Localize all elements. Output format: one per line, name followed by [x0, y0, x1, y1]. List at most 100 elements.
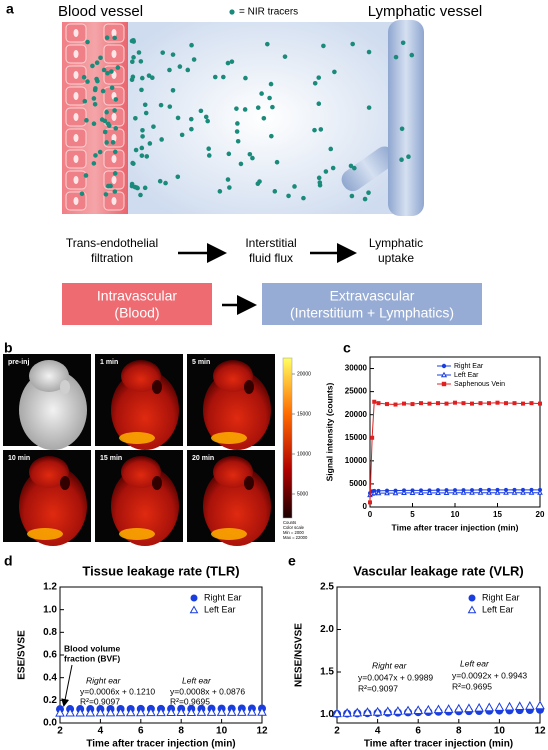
x-tick-label: 2: [334, 726, 340, 737]
vessel-label: Lymphatic vessel: [368, 3, 483, 20]
marker: [236, 707, 247, 716]
tracer: [133, 147, 139, 153]
tracer: [158, 102, 164, 108]
tracer: [261, 115, 267, 121]
legend-label: Right Ear: [482, 592, 520, 602]
cell-nucleus: [111, 197, 117, 205]
annotation: R²=0.9097: [358, 683, 398, 693]
tracer: [102, 118, 108, 124]
marker: [382, 706, 393, 716]
tracer: [170, 88, 176, 93]
tracer: [242, 107, 248, 112]
tracer: [139, 145, 145, 151]
step-label: fluid flux: [249, 251, 293, 265]
annotation: Right ear: [372, 660, 408, 670]
compartment-label: Intravascular: [97, 288, 177, 304]
tracer: [100, 88, 106, 94]
time-label: pre-inj: [8, 359, 29, 366]
marker: [409, 489, 416, 496]
tracer: [312, 80, 318, 86]
legend-marker: [441, 363, 447, 369]
y-tick-label: 1.5: [320, 667, 334, 678]
cell-nucleus: [73, 176, 79, 184]
panel-label: e: [288, 553, 296, 569]
tracer: [400, 40, 406, 46]
cell-nucleus: [111, 113, 117, 121]
tracer: [393, 54, 399, 60]
tracer: [101, 67, 107, 73]
marker: [433, 704, 444, 714]
lymphatic-vessel: [388, 20, 424, 216]
time-label: 1 min: [100, 359, 118, 366]
step-label: Interstitial: [245, 236, 296, 250]
mouse-head: [29, 360, 69, 392]
tracer: [139, 87, 144, 93]
vessel-label: Blood vessel: [58, 3, 143, 20]
tracer: [312, 127, 317, 133]
tracer: [227, 185, 232, 190]
x-axis-label: Time after tracer injection (min): [86, 739, 235, 750]
tracer: [167, 67, 172, 73]
cell-nucleus: [73, 113, 79, 121]
tracer: [205, 118, 210, 124]
step-label: filtration: [91, 251, 133, 265]
tracer: [282, 54, 288, 59]
lymphatic-branch: [341, 146, 396, 192]
y-tick-label: 20000: [345, 410, 368, 419]
tracer: [135, 185, 140, 191]
series-line: [369, 401, 541, 503]
marker: [393, 402, 398, 407]
tracer: [106, 123, 112, 129]
marker: [514, 701, 525, 711]
legend-marker: [441, 381, 447, 387]
marker: [371, 490, 378, 496]
x-axis-label: Time after tracer injection (min): [364, 739, 513, 750]
cell-nucleus: [73, 71, 79, 79]
x-tick-label: 2: [57, 726, 63, 737]
marker: [538, 401, 542, 406]
annotation: R²=0.9695: [452, 681, 492, 691]
tracer: [366, 105, 372, 110]
imaging-panel: pre-inj 1 min 5 min 10 min 15 min 20 min: [3, 354, 275, 546]
mouse-ear: [244, 380, 254, 394]
marker: [436, 401, 440, 406]
marker: [504, 401, 508, 406]
mouse-body: [19, 370, 87, 450]
legend-marker: [189, 605, 199, 614]
compartment-label: Extravascular: [330, 288, 415, 304]
x-tick-label: 4: [98, 726, 104, 737]
cell-nucleus: [73, 134, 79, 142]
tracer: [159, 137, 164, 142]
tracer: [81, 74, 87, 80]
tracer: [92, 102, 98, 107]
marker: [115, 707, 126, 717]
tracer: [113, 126, 119, 131]
tracer: [321, 43, 326, 49]
tracer: [225, 60, 231, 66]
tracer: [272, 189, 278, 194]
tracer: [268, 81, 274, 87]
tracer: [94, 60, 100, 66]
marker: [384, 490, 390, 496]
marker: [226, 707, 237, 716]
legend-label: Left Ear: [482, 604, 514, 614]
y-tick-label: 25000: [345, 387, 368, 396]
cell-nucleus: [73, 155, 79, 163]
tracer: [112, 171, 118, 176]
tracer: [316, 101, 322, 107]
marker: [342, 708, 352, 717]
x-tick-label: 15: [493, 510, 502, 519]
tracer: [133, 115, 138, 121]
marker: [135, 707, 146, 717]
legend-label: Right Ear: [204, 592, 242, 602]
y-tick-label: 2.5: [320, 582, 334, 593]
tracer: [267, 95, 272, 101]
tracer: [225, 177, 231, 182]
marker: [105, 707, 116, 717]
tracer: [286, 193, 291, 199]
legend-label: Left Ear: [204, 604, 236, 614]
compartment-box: [262, 283, 482, 325]
y-tick-label: 1.2: [43, 582, 57, 593]
tracer: [189, 126, 194, 132]
tracer: [144, 154, 150, 159]
